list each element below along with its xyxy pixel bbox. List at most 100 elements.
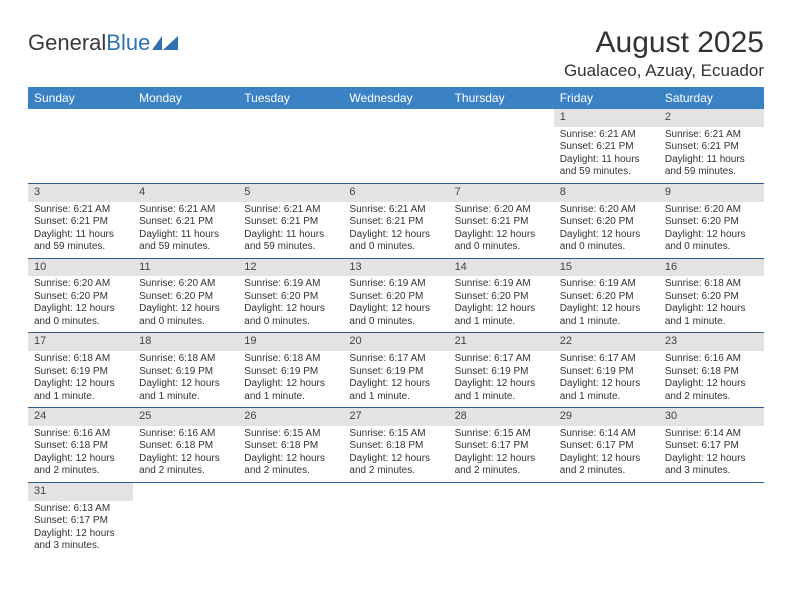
calendar-day-cell: 22Sunrise: 6:17 AMSunset: 6:19 PMDayligh…: [554, 333, 659, 408]
day-content: Sunrise: 6:20 AMSunset: 6:20 PMDaylight:…: [28, 276, 133, 332]
day-line: and 0 minutes.: [665, 241, 758, 254]
day-content: Sunrise: 6:18 AMSunset: 6:19 PMDaylight:…: [28, 351, 133, 407]
day-line: and 2 minutes.: [665, 391, 758, 404]
calendar-day-cell: 5Sunrise: 6:21 AMSunset: 6:21 PMDaylight…: [238, 183, 343, 258]
day-content: Sunrise: 6:20 AMSunset: 6:20 PMDaylight:…: [554, 202, 659, 258]
day-content: Sunrise: 6:16 AMSunset: 6:18 PMDaylight:…: [659, 351, 764, 407]
day-number: 13: [343, 259, 448, 277]
day-line: Sunrise: 6:21 AM: [665, 129, 758, 142]
day-line: Sunrise: 6:17 AM: [455, 353, 548, 366]
day-line: Sunset: 6:19 PM: [455, 366, 548, 379]
day-number: 14: [449, 259, 554, 277]
day-line: and 0 minutes.: [244, 316, 337, 329]
calendar-day-cell: 29Sunrise: 6:14 AMSunset: 6:17 PMDayligh…: [554, 408, 659, 483]
day-number: 15: [554, 259, 659, 277]
calendar-day-cell: 15Sunrise: 6:19 AMSunset: 6:20 PMDayligh…: [554, 258, 659, 333]
day-number: 30: [659, 408, 764, 426]
day-line: Daylight: 12 hours: [139, 453, 232, 466]
day-line: and 0 minutes.: [349, 241, 442, 254]
day-line: Sunset: 6:18 PM: [665, 366, 758, 379]
day-line: Daylight: 12 hours: [560, 303, 653, 316]
day-line: Sunrise: 6:21 AM: [34, 204, 127, 217]
day-number: 6: [343, 184, 448, 202]
calendar-day-cell: 9Sunrise: 6:20 AMSunset: 6:20 PMDaylight…: [659, 183, 764, 258]
day-content: Sunrise: 6:15 AMSunset: 6:18 PMDaylight:…: [343, 426, 448, 482]
day-line: and 1 minute.: [665, 316, 758, 329]
day-line: Sunrise: 6:19 AM: [244, 278, 337, 291]
day-line: Sunset: 6:21 PM: [139, 216, 232, 229]
day-line: Sunset: 6:18 PM: [34, 440, 127, 453]
day-number: 27: [343, 408, 448, 426]
day-line: Daylight: 12 hours: [665, 229, 758, 242]
day-line: Sunset: 6:20 PM: [349, 291, 442, 304]
day-line: Daylight: 12 hours: [244, 378, 337, 391]
day-number: 20: [343, 333, 448, 351]
day-line: Daylight: 12 hours: [34, 453, 127, 466]
day-content: Sunrise: 6:16 AMSunset: 6:18 PMDaylight:…: [28, 426, 133, 482]
calendar-day-cell: 20Sunrise: 6:17 AMSunset: 6:19 PMDayligh…: [343, 333, 448, 408]
day-number: 22: [554, 333, 659, 351]
location: Gualaceo, Azuay, Ecuador: [564, 61, 764, 81]
day-content: Sunrise: 6:19 AMSunset: 6:20 PMDaylight:…: [343, 276, 448, 332]
day-line: Sunset: 6:20 PM: [455, 291, 548, 304]
day-line: Sunrise: 6:15 AM: [244, 428, 337, 441]
day-line: Sunrise: 6:17 AM: [560, 353, 653, 366]
calendar-week-row: 24Sunrise: 6:16 AMSunset: 6:18 PMDayligh…: [28, 408, 764, 483]
day-line: Daylight: 12 hours: [560, 378, 653, 391]
day-content: Sunrise: 6:15 AMSunset: 6:18 PMDaylight:…: [238, 426, 343, 482]
day-line: Daylight: 11 hours: [139, 229, 232, 242]
weekday-header: Saturday: [659, 87, 764, 109]
calendar-day-cell: 28Sunrise: 6:15 AMSunset: 6:17 PMDayligh…: [449, 408, 554, 483]
day-line: Daylight: 12 hours: [455, 303, 548, 316]
day-line: and 3 minutes.: [665, 465, 758, 478]
day-number: 1: [554, 109, 659, 127]
day-line: Sunset: 6:19 PM: [34, 366, 127, 379]
calendar-day-cell: [554, 482, 659, 556]
calendar-day-cell: 31Sunrise: 6:13 AMSunset: 6:17 PMDayligh…: [28, 482, 133, 556]
day-content: Sunrise: 6:15 AMSunset: 6:17 PMDaylight:…: [449, 426, 554, 482]
day-number: 31: [28, 483, 133, 501]
day-line: Sunrise: 6:19 AM: [349, 278, 442, 291]
day-line: Sunrise: 6:14 AM: [560, 428, 653, 441]
day-line: Sunrise: 6:20 AM: [560, 204, 653, 217]
calendar-day-cell: 8Sunrise: 6:20 AMSunset: 6:20 PMDaylight…: [554, 183, 659, 258]
weekday-header: Wednesday: [343, 87, 448, 109]
calendar-day-cell: 24Sunrise: 6:16 AMSunset: 6:18 PMDayligh…: [28, 408, 133, 483]
calendar-week-row: 3Sunrise: 6:21 AMSunset: 6:21 PMDaylight…: [28, 183, 764, 258]
calendar-day-cell: [343, 482, 448, 556]
day-content: Sunrise: 6:14 AMSunset: 6:17 PMDaylight:…: [554, 426, 659, 482]
day-line: Sunset: 6:21 PM: [665, 141, 758, 154]
day-line: and 0 minutes.: [349, 316, 442, 329]
day-line: and 1 minute.: [139, 391, 232, 404]
day-content: Sunrise: 6:21 AMSunset: 6:21 PMDaylight:…: [28, 202, 133, 258]
day-number: 8: [554, 184, 659, 202]
day-content: Sunrise: 6:17 AMSunset: 6:19 PMDaylight:…: [343, 351, 448, 407]
day-line: Daylight: 12 hours: [349, 303, 442, 316]
day-line: and 0 minutes.: [455, 241, 548, 254]
flag-icon: [152, 34, 180, 52]
weekday-header: Thursday: [449, 87, 554, 109]
day-number: 5: [238, 184, 343, 202]
day-line: and 2 minutes.: [139, 465, 232, 478]
calendar-day-cell: 6Sunrise: 6:21 AMSunset: 6:21 PMDaylight…: [343, 183, 448, 258]
day-line: Sunrise: 6:20 AM: [139, 278, 232, 291]
day-line: and 3 minutes.: [34, 540, 127, 553]
day-number: 12: [238, 259, 343, 277]
day-line: and 1 minute.: [560, 391, 653, 404]
logo-text: GeneralBlue: [28, 30, 150, 56]
day-line: and 1 minute.: [560, 316, 653, 329]
calendar-day-cell: 10Sunrise: 6:20 AMSunset: 6:20 PMDayligh…: [28, 258, 133, 333]
day-line: Sunrise: 6:19 AM: [560, 278, 653, 291]
day-line: and 2 minutes.: [455, 465, 548, 478]
day-line: and 0 minutes.: [139, 316, 232, 329]
weekday-header: Monday: [133, 87, 238, 109]
day-content: Sunrise: 6:18 AMSunset: 6:19 PMDaylight:…: [133, 351, 238, 407]
logo: GeneralBlue: [28, 26, 180, 56]
day-line: Sunrise: 6:13 AM: [34, 503, 127, 516]
day-line: Sunrise: 6:21 AM: [560, 129, 653, 142]
day-content: Sunrise: 6:17 AMSunset: 6:19 PMDaylight:…: [449, 351, 554, 407]
day-line: Daylight: 12 hours: [244, 453, 337, 466]
day-line: Daylight: 12 hours: [560, 229, 653, 242]
day-number: 23: [659, 333, 764, 351]
day-line: and 59 minutes.: [139, 241, 232, 254]
